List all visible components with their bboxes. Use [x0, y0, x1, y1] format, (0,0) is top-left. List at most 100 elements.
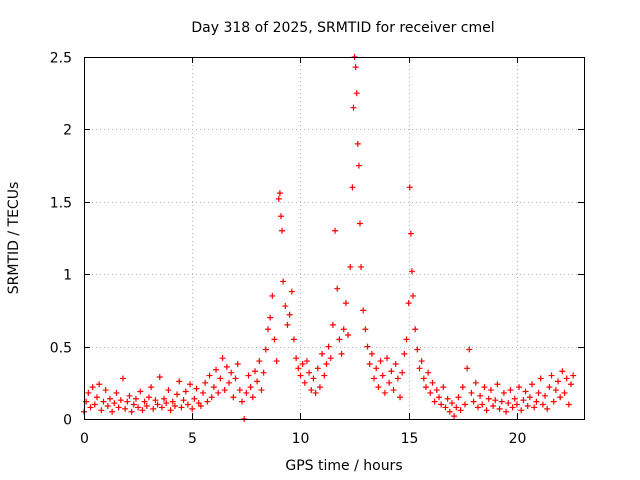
data-point — [87, 404, 94, 411]
data-point — [102, 387, 109, 394]
data-point — [219, 355, 226, 362]
data-point — [154, 401, 161, 408]
data-point — [431, 398, 438, 405]
data-point — [353, 90, 360, 97]
data-point — [243, 389, 250, 396]
data-point — [487, 387, 494, 394]
data-point — [414, 346, 421, 353]
data-point — [548, 372, 555, 379]
data-point — [145, 394, 152, 401]
data-point — [412, 326, 419, 333]
data-point — [507, 387, 514, 394]
data-point — [386, 379, 393, 386]
plot-frame — [84, 57, 585, 420]
data-point — [481, 384, 488, 391]
data-point — [403, 336, 410, 343]
data-point — [279, 227, 286, 234]
x-tick-label: 0 — [80, 431, 89, 447]
data-point — [152, 397, 159, 404]
data-point — [354, 140, 361, 147]
data-point — [295, 365, 302, 372]
data-point — [511, 395, 518, 402]
data-point — [513, 401, 520, 408]
data-point — [406, 184, 413, 191]
data-point — [228, 369, 235, 376]
data-point — [364, 343, 371, 350]
data-point — [442, 404, 449, 411]
data-point — [139, 407, 146, 414]
data-point — [490, 402, 497, 409]
data-point — [269, 292, 276, 299]
data-point — [438, 401, 445, 408]
data-point — [171, 402, 178, 409]
data-point — [461, 401, 468, 408]
data-point — [516, 384, 523, 391]
y-tick-label: 0.5 — [50, 341, 72, 357]
chart-title: Day 318 of 2025, SRMTID for receiver cme… — [191, 20, 494, 36]
data-point — [301, 379, 308, 386]
data-point — [275, 195, 282, 202]
data-point — [314, 365, 321, 372]
data-point — [247, 384, 254, 391]
data-point — [163, 400, 170, 407]
y-tick-label: 2 — [63, 123, 72, 139]
data-point — [165, 387, 172, 394]
data-point — [358, 263, 365, 270]
data-point — [394, 375, 401, 382]
data-point — [200, 389, 207, 396]
data-point — [319, 350, 326, 357]
data-point — [550, 398, 557, 405]
data-point — [407, 230, 414, 237]
data-point — [427, 389, 434, 396]
data-point — [182, 388, 189, 395]
data-point — [223, 363, 230, 370]
data-point — [276, 190, 283, 197]
data-point — [485, 395, 492, 402]
data-point — [202, 379, 209, 386]
data-point — [156, 374, 163, 381]
data-point — [277, 213, 284, 220]
data-point — [568, 381, 575, 388]
data-point — [299, 360, 306, 367]
data-point — [496, 405, 503, 412]
data-point — [184, 401, 191, 408]
data-point — [418, 358, 425, 365]
data-point — [100, 398, 107, 405]
x-axis-label: GPS time / hours — [285, 458, 402, 474]
data-point — [500, 389, 507, 396]
data-point — [477, 392, 484, 399]
data-point — [280, 278, 287, 285]
data-point — [371, 375, 378, 382]
data-point — [267, 314, 274, 321]
data-point — [470, 398, 477, 405]
data-point — [455, 394, 462, 401]
data-point — [355, 162, 362, 169]
y-tick-label: 0 — [63, 413, 72, 429]
data-point — [349, 184, 356, 191]
x-tick-label: 20 — [509, 431, 527, 447]
data-point — [509, 404, 516, 411]
data-point — [565, 401, 572, 408]
data-point — [377, 358, 384, 365]
data-point — [132, 395, 139, 402]
data-point — [352, 64, 359, 71]
y-tick-label: 1.5 — [50, 196, 72, 212]
data-point — [397, 394, 404, 401]
data-point — [392, 360, 399, 367]
data-point — [251, 368, 258, 375]
data-point — [176, 378, 183, 385]
data-point — [468, 389, 475, 396]
data-point — [410, 292, 417, 299]
data-point — [273, 358, 280, 365]
data-point — [332, 227, 339, 234]
gridlines — [84, 57, 584, 419]
data-point — [91, 401, 98, 408]
data-point — [245, 372, 252, 379]
data-point — [362, 326, 369, 333]
data-point — [416, 365, 423, 372]
data-point — [189, 405, 196, 412]
data-point — [169, 398, 176, 405]
data-point — [503, 408, 510, 415]
data-point — [117, 397, 124, 404]
